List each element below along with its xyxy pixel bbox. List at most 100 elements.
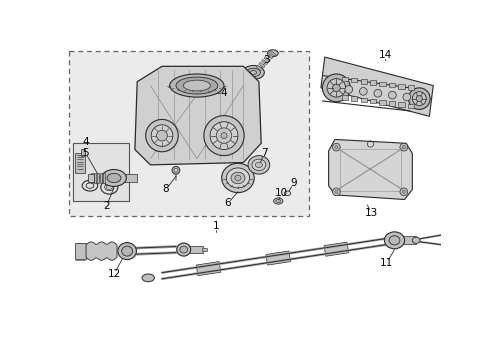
Ellipse shape bbox=[157, 130, 168, 141]
Bar bbox=[202, 248, 207, 252]
Bar bbox=[196, 262, 221, 276]
Ellipse shape bbox=[246, 68, 260, 77]
Bar bbox=[351, 78, 357, 82]
Ellipse shape bbox=[221, 132, 227, 139]
Text: 9: 9 bbox=[291, 178, 297, 188]
Polygon shape bbox=[329, 139, 412, 199]
Ellipse shape bbox=[333, 84, 340, 92]
Ellipse shape bbox=[151, 125, 173, 147]
Bar bbox=[103, 172, 105, 183]
Text: 14: 14 bbox=[379, 50, 392, 60]
Bar bbox=[389, 101, 395, 106]
Circle shape bbox=[335, 190, 338, 193]
Ellipse shape bbox=[360, 87, 367, 95]
Bar bbox=[256, 65, 263, 71]
Bar bbox=[370, 99, 376, 103]
Text: 8: 8 bbox=[163, 184, 169, 194]
Bar bbox=[259, 62, 265, 68]
Text: 10: 10 bbox=[275, 188, 288, 198]
Bar bbox=[73, 143, 129, 201]
Bar bbox=[189, 247, 203, 253]
Circle shape bbox=[400, 188, 408, 195]
Ellipse shape bbox=[216, 128, 232, 143]
Bar bbox=[266, 251, 291, 265]
Bar bbox=[402, 237, 416, 244]
Polygon shape bbox=[86, 242, 117, 260]
Ellipse shape bbox=[276, 199, 281, 203]
Ellipse shape bbox=[389, 236, 400, 245]
Bar bbox=[361, 98, 367, 102]
Ellipse shape bbox=[118, 243, 136, 260]
Ellipse shape bbox=[204, 116, 244, 156]
Ellipse shape bbox=[170, 74, 224, 97]
Ellipse shape bbox=[180, 246, 188, 253]
Ellipse shape bbox=[389, 91, 396, 99]
Text: 1: 1 bbox=[213, 221, 220, 231]
Ellipse shape bbox=[177, 243, 191, 256]
Ellipse shape bbox=[416, 95, 422, 102]
Ellipse shape bbox=[250, 71, 257, 75]
Ellipse shape bbox=[403, 93, 411, 101]
Text: 3: 3 bbox=[263, 55, 270, 65]
Ellipse shape bbox=[412, 237, 420, 243]
Text: 7: 7 bbox=[261, 148, 268, 158]
Ellipse shape bbox=[248, 156, 270, 174]
Ellipse shape bbox=[409, 88, 430, 109]
Circle shape bbox=[174, 168, 178, 172]
Ellipse shape bbox=[231, 172, 245, 184]
Ellipse shape bbox=[183, 80, 210, 91]
Bar bbox=[114, 174, 137, 182]
Bar bbox=[94, 172, 96, 183]
Bar bbox=[379, 82, 386, 86]
Bar bbox=[267, 54, 273, 59]
Bar bbox=[351, 96, 357, 101]
Ellipse shape bbox=[322, 74, 350, 102]
Ellipse shape bbox=[226, 168, 249, 188]
Bar bbox=[91, 172, 93, 183]
Circle shape bbox=[333, 143, 340, 151]
Bar bbox=[361, 79, 367, 84]
Bar bbox=[81, 149, 85, 156]
Ellipse shape bbox=[243, 66, 264, 80]
Circle shape bbox=[335, 145, 338, 149]
Ellipse shape bbox=[106, 185, 112, 189]
Ellipse shape bbox=[412, 92, 426, 105]
Ellipse shape bbox=[374, 89, 382, 97]
Bar bbox=[75, 153, 84, 172]
Bar bbox=[264, 57, 270, 62]
Ellipse shape bbox=[210, 122, 238, 149]
Polygon shape bbox=[321, 57, 433, 116]
Ellipse shape bbox=[268, 50, 278, 57]
Circle shape bbox=[400, 143, 408, 151]
Bar bbox=[324, 242, 349, 256]
Text: 4: 4 bbox=[82, 137, 89, 147]
Text: 12: 12 bbox=[107, 269, 121, 279]
Ellipse shape bbox=[176, 77, 218, 94]
Ellipse shape bbox=[208, 88, 217, 94]
Ellipse shape bbox=[345, 86, 353, 93]
Text: 11: 11 bbox=[380, 258, 393, 267]
Bar bbox=[75, 243, 86, 259]
Bar bbox=[100, 172, 102, 183]
Ellipse shape bbox=[101, 170, 126, 186]
Bar bbox=[88, 174, 94, 182]
Ellipse shape bbox=[273, 198, 283, 204]
Text: 2: 2 bbox=[103, 202, 109, 211]
Bar bbox=[408, 85, 414, 90]
Bar bbox=[69, 51, 309, 216]
Ellipse shape bbox=[235, 175, 241, 181]
Ellipse shape bbox=[221, 163, 254, 193]
Ellipse shape bbox=[255, 162, 262, 167]
Text: 5: 5 bbox=[82, 148, 89, 158]
Text: 4: 4 bbox=[220, 88, 227, 98]
Bar bbox=[262, 59, 268, 65]
Bar bbox=[342, 95, 348, 100]
Bar bbox=[370, 80, 376, 85]
Bar bbox=[398, 103, 405, 107]
Text: 13: 13 bbox=[365, 208, 378, 217]
Bar bbox=[398, 84, 405, 89]
Ellipse shape bbox=[142, 274, 154, 282]
Bar bbox=[389, 83, 395, 87]
Circle shape bbox=[333, 188, 340, 195]
Bar bbox=[270, 50, 276, 56]
